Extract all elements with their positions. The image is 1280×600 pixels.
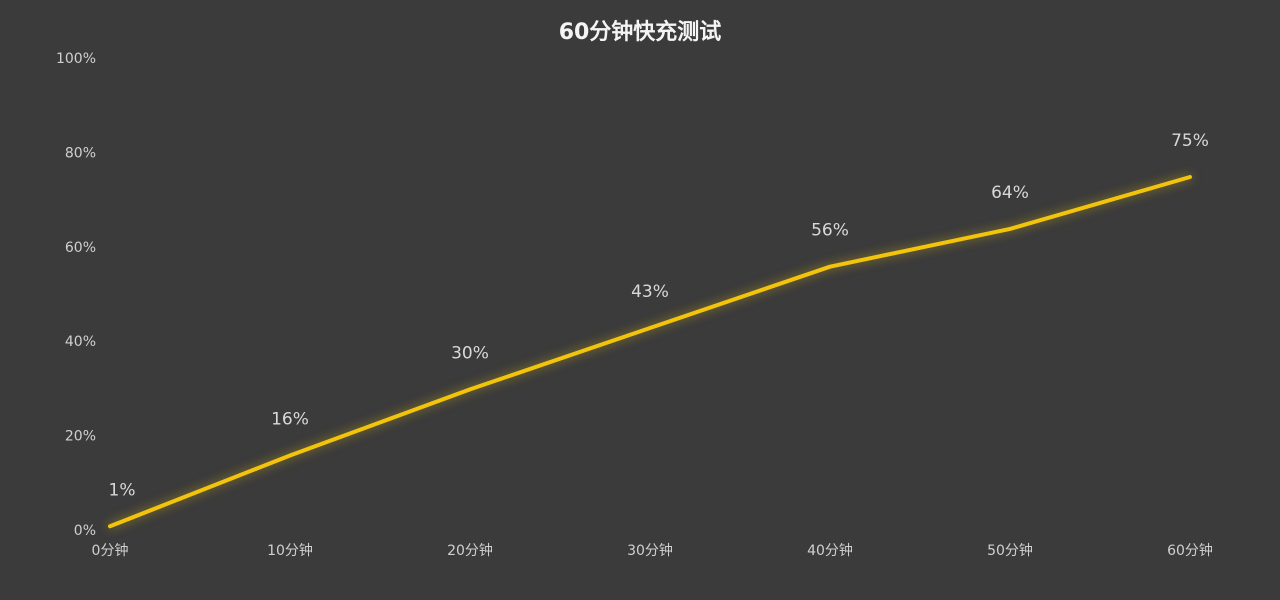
data-line	[108, 175, 1192, 529]
x-tick-label: 60分钟	[1167, 542, 1213, 559]
data-label: 75%	[1171, 131, 1209, 151]
x-tick-label: 10分钟	[267, 542, 313, 559]
x-tick-label: 0分钟	[92, 542, 129, 559]
y-tick-label: 20%	[65, 429, 96, 445]
data-label: 16%	[271, 409, 309, 429]
y-tick-label: 0%	[74, 523, 96, 539]
y-tick-label: 40%	[65, 334, 96, 350]
data-label: 56%	[811, 221, 849, 241]
x-tick-label: 30分钟	[627, 542, 673, 559]
x-tick-label: 50分钟	[987, 542, 1033, 559]
x-tick-label: 20分钟	[447, 542, 493, 559]
data-label: 64%	[991, 183, 1029, 203]
y-tick-label: 80%	[65, 145, 96, 161]
y-tick-label: 60%	[65, 240, 96, 256]
data-label: 43%	[631, 282, 669, 302]
y-tick-label: 100%	[56, 51, 96, 67]
data-label: 1%	[109, 480, 136, 500]
chart-title: 60分钟快充测试	[559, 19, 722, 45]
data-label: 30%	[451, 343, 489, 363]
x-tick-label: 40分钟	[807, 542, 853, 559]
